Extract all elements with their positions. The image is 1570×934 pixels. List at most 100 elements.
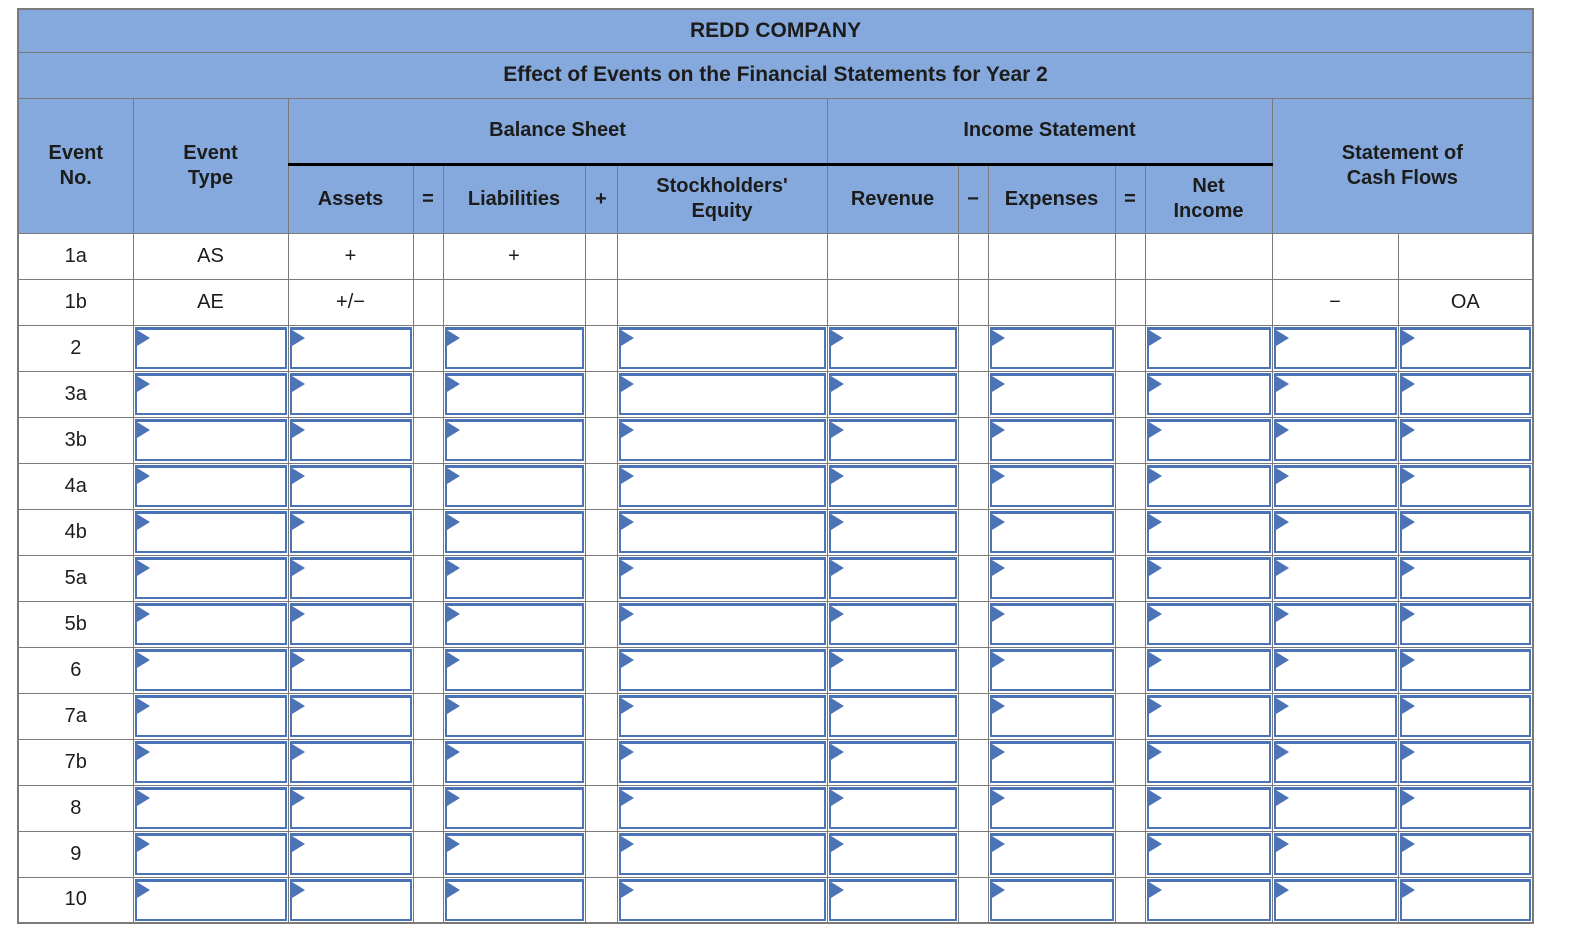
dropdown-input-revenue[interactable]	[828, 741, 957, 783]
dropdown-input-event_type[interactable]	[134, 511, 287, 553]
dropdown-input-expenses[interactable]	[989, 511, 1114, 553]
dropdown-input-assets[interactable]	[289, 695, 412, 737]
dropdown-input-expenses[interactable]	[989, 603, 1114, 645]
dropdown-input-event_type[interactable]	[134, 373, 287, 415]
dropdown-input-event_type[interactable]	[134, 741, 287, 783]
dropdown-input-liabilities[interactable]	[444, 833, 584, 875]
dropdown-input-revenue[interactable]	[828, 603, 957, 645]
dropdown-input-cf_type[interactable]	[1399, 649, 1532, 691]
dropdown-input-cf_type[interactable]	[1399, 695, 1532, 737]
dropdown-input-liabilities[interactable]	[444, 327, 584, 369]
dropdown-input-cf_amount[interactable]	[1273, 557, 1397, 599]
dropdown-input-equity[interactable]	[618, 419, 826, 461]
dropdown-input-liabilities[interactable]	[444, 787, 584, 829]
dropdown-input-event_type[interactable]	[134, 649, 287, 691]
dropdown-input-assets[interactable]	[289, 327, 412, 369]
dropdown-input-expenses[interactable]	[989, 557, 1114, 599]
dropdown-input-event_type[interactable]	[134, 833, 287, 875]
dropdown-input-expenses[interactable]	[989, 741, 1114, 783]
dropdown-input-revenue[interactable]	[828, 878, 957, 921]
dropdown-input-equity[interactable]	[618, 327, 826, 369]
dropdown-input-equity[interactable]	[618, 373, 826, 415]
dropdown-input-cf_amount[interactable]	[1273, 465, 1397, 507]
dropdown-input-event_type[interactable]	[134, 465, 287, 507]
dropdown-input-net_income[interactable]	[1146, 465, 1271, 507]
dropdown-input-cf_type[interactable]	[1399, 878, 1532, 921]
dropdown-input-liabilities[interactable]	[444, 695, 584, 737]
dropdown-input-assets[interactable]	[289, 603, 412, 645]
dropdown-input-cf_type[interactable]	[1399, 741, 1532, 783]
dropdown-input-expenses[interactable]	[989, 419, 1114, 461]
dropdown-input-event_type[interactable]	[134, 557, 287, 599]
dropdown-input-cf_type[interactable]	[1399, 557, 1532, 599]
dropdown-input-equity[interactable]	[618, 603, 826, 645]
dropdown-input-revenue[interactable]	[828, 327, 957, 369]
dropdown-input-equity[interactable]	[618, 695, 826, 737]
dropdown-input-assets[interactable]	[289, 557, 412, 599]
dropdown-input-cf_amount[interactable]	[1273, 327, 1397, 369]
dropdown-input-net_income[interactable]	[1146, 741, 1271, 783]
dropdown-input-cf_type[interactable]	[1399, 603, 1532, 645]
dropdown-input-equity[interactable]	[618, 511, 826, 553]
dropdown-input-equity[interactable]	[618, 465, 826, 507]
dropdown-input-expenses[interactable]	[989, 833, 1114, 875]
dropdown-input-revenue[interactable]	[828, 419, 957, 461]
dropdown-input-expenses[interactable]	[989, 465, 1114, 507]
dropdown-input-assets[interactable]	[289, 419, 412, 461]
dropdown-input-net_income[interactable]	[1146, 419, 1271, 461]
dropdown-input-expenses[interactable]	[989, 649, 1114, 691]
dropdown-input-revenue[interactable]	[828, 695, 957, 737]
dropdown-input-cf_amount[interactable]	[1273, 649, 1397, 691]
dropdown-input-revenue[interactable]	[828, 649, 957, 691]
dropdown-input-liabilities[interactable]	[444, 741, 584, 783]
dropdown-input-assets[interactable]	[289, 833, 412, 875]
dropdown-input-assets[interactable]	[289, 465, 412, 507]
dropdown-input-liabilities[interactable]	[444, 603, 584, 645]
dropdown-input-net_income[interactable]	[1146, 603, 1271, 645]
dropdown-input-cf_type[interactable]	[1399, 833, 1532, 875]
dropdown-input-net_income[interactable]	[1146, 649, 1271, 691]
dropdown-input-assets[interactable]	[289, 649, 412, 691]
dropdown-input-cf_amount[interactable]	[1273, 833, 1397, 875]
dropdown-input-cf_type[interactable]	[1399, 327, 1532, 369]
dropdown-input-assets[interactable]	[289, 787, 412, 829]
dropdown-input-expenses[interactable]	[989, 878, 1114, 921]
dropdown-input-assets[interactable]	[289, 373, 412, 415]
dropdown-input-assets[interactable]	[289, 741, 412, 783]
dropdown-input-revenue[interactable]	[828, 373, 957, 415]
dropdown-input-net_income[interactable]	[1146, 373, 1271, 415]
dropdown-input-equity[interactable]	[618, 878, 826, 921]
dropdown-input-event_type[interactable]	[134, 878, 287, 921]
dropdown-input-expenses[interactable]	[989, 327, 1114, 369]
dropdown-input-net_income[interactable]	[1146, 695, 1271, 737]
dropdown-input-net_income[interactable]	[1146, 878, 1271, 921]
dropdown-input-revenue[interactable]	[828, 787, 957, 829]
dropdown-input-equity[interactable]	[618, 557, 826, 599]
dropdown-input-cf_amount[interactable]	[1273, 695, 1397, 737]
dropdown-input-revenue[interactable]	[828, 557, 957, 599]
dropdown-input-net_income[interactable]	[1146, 327, 1271, 369]
dropdown-input-cf_amount[interactable]	[1273, 741, 1397, 783]
dropdown-input-event_type[interactable]	[134, 603, 287, 645]
dropdown-input-cf_type[interactable]	[1399, 511, 1532, 553]
dropdown-input-expenses[interactable]	[989, 373, 1114, 415]
dropdown-input-cf_type[interactable]	[1399, 373, 1532, 415]
dropdown-input-revenue[interactable]	[828, 465, 957, 507]
dropdown-input-expenses[interactable]	[989, 787, 1114, 829]
dropdown-input-equity[interactable]	[618, 787, 826, 829]
dropdown-input-cf_amount[interactable]	[1273, 878, 1397, 921]
dropdown-input-cf_amount[interactable]	[1273, 419, 1397, 461]
dropdown-input-net_income[interactable]	[1146, 511, 1271, 553]
dropdown-input-cf_amount[interactable]	[1273, 603, 1397, 645]
dropdown-input-revenue[interactable]	[828, 833, 957, 875]
dropdown-input-assets[interactable]	[289, 511, 412, 553]
dropdown-input-cf_amount[interactable]	[1273, 787, 1397, 829]
dropdown-input-equity[interactable]	[618, 741, 826, 783]
dropdown-input-equity[interactable]	[618, 833, 826, 875]
dropdown-input-liabilities[interactable]	[444, 878, 584, 921]
dropdown-input-event_type[interactable]	[134, 419, 287, 461]
dropdown-input-liabilities[interactable]	[444, 465, 584, 507]
dropdown-input-net_income[interactable]	[1146, 787, 1271, 829]
dropdown-input-revenue[interactable]	[828, 511, 957, 553]
dropdown-input-expenses[interactable]	[989, 695, 1114, 737]
